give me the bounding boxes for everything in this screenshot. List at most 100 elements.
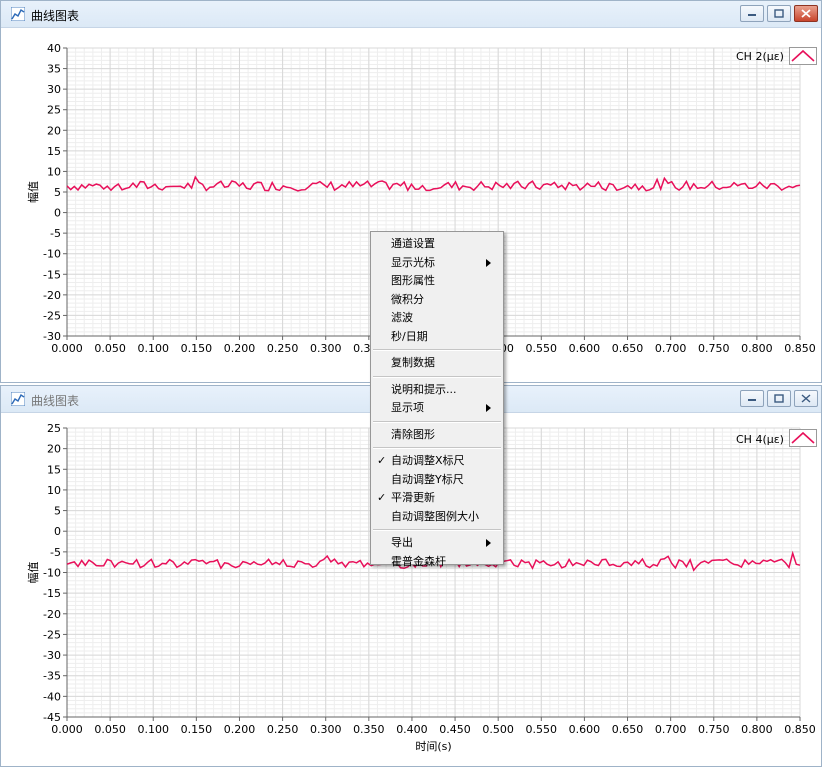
y-tick-label: -30 [43, 330, 61, 343]
menu-item[interactable]: 说明和提示... [371, 381, 503, 399]
y-tick-label: 20 [47, 124, 61, 137]
y-tick-label: -15 [43, 268, 61, 281]
close-icon[interactable] [794, 5, 818, 22]
submenu-arrow-icon [486, 404, 491, 412]
context-menu: 通道设置显示光标图形属性微积分滤波秒/日期复制数据说明和提示... 显示项清除图形… [370, 231, 504, 568]
menu-item-label: 自动调整X标尺 [391, 454, 465, 467]
maximize-icon[interactable] [767, 390, 791, 407]
legend-swatch[interactable] [789, 429, 817, 447]
x-tick-label: 0.700 [655, 342, 687, 355]
x-axis-title: 时间(s) [415, 740, 451, 753]
menu-item[interactable]: 导出 [371, 534, 503, 552]
menu-item[interactable]: 显示项 [371, 399, 503, 417]
menu-item-label: 平滑更新 [391, 491, 435, 504]
window-title: 曲线图表 [31, 394, 80, 408]
check-icon: ✓ [377, 454, 387, 467]
minimize-icon[interactable] [740, 390, 764, 407]
menu-item[interactable]: 自动调整图例大小 [371, 508, 503, 526]
menu-separator [373, 447, 501, 449]
menu-item[interactable]: 自动调整Y标尺 [371, 471, 503, 489]
menu-item[interactable]: 滤波 [371, 309, 503, 327]
x-tick-label: 0.100 [137, 723, 169, 736]
x-tick-label: 0.300 [310, 342, 342, 355]
x-tick-label: 0.550 [526, 342, 558, 355]
x-tick-label: 0.600 [569, 342, 601, 355]
y-tick-label: 25 [47, 422, 61, 435]
y-tick-label: -15 [43, 587, 61, 600]
x-tick-label: 0.750 [698, 723, 730, 736]
menu-separator [373, 349, 501, 351]
y-tick-label: -10 [43, 567, 61, 580]
x-tick-label: 0.400 [396, 723, 428, 736]
minimize-icon[interactable] [740, 5, 764, 22]
x-tick-label: 0.850 [784, 723, 816, 736]
x-tick-label: 0.250 [267, 342, 299, 355]
x-tick-label: 0.200 [224, 723, 256, 736]
y-tick-label: 10 [47, 165, 61, 178]
window-title: 曲线图表 [31, 9, 80, 23]
menu-item[interactable]: 霍普金森杆 [371, 553, 503, 571]
y-axis-title: 幅值 [27, 562, 40, 584]
y-tick-label: 25 [47, 104, 61, 117]
x-tick-label: 0.600 [569, 723, 601, 736]
y-tick-label: 0 [54, 207, 61, 220]
y-tick-label: 5 [54, 186, 61, 199]
y-tick-label: -5 [50, 546, 61, 559]
y-tick-label: -40 [43, 690, 61, 703]
menu-separator [373, 529, 501, 531]
menu-item[interactable]: ✓ 平滑更新 [371, 489, 503, 507]
menu-item-label: 滤波 [391, 311, 413, 324]
x-tick-label: 0.250 [267, 723, 299, 736]
menu-item-label: 显示项 [391, 401, 424, 414]
legend-label: CH 4(με) [736, 433, 784, 446]
title-bar[interactable]: 曲线图表 [1, 1, 821, 28]
y-tick-label: -35 [43, 670, 61, 683]
menu-item[interactable]: 通道设置 [371, 235, 503, 253]
x-tick-label: 0.550 [526, 723, 558, 736]
menu-item[interactable]: 显示光标 [371, 254, 503, 272]
x-tick-label: 0.150 [181, 723, 213, 736]
plot-app-icon [11, 7, 25, 21]
menu-item-label: 微积分 [391, 292, 424, 306]
x-tick-label: 0.800 [741, 342, 773, 355]
menu-item-label: 图形属性 [391, 274, 435, 287]
x-tick-label: 0.850 [784, 342, 816, 355]
x-tick-label: 0.100 [137, 342, 169, 355]
y-tick-label: 35 [47, 63, 61, 76]
menu-separator [373, 375, 501, 378]
plot-app-icon [11, 392, 25, 406]
x-tick-label: 0.050 [94, 342, 126, 355]
series-line [66, 175, 801, 192]
menu-item-label: 显示光标 [391, 255, 435, 269]
x-tick-label: 0.350 [353, 723, 385, 736]
legend-label: CH 2(με) [736, 50, 784, 63]
y-tick-label: -30 [43, 649, 61, 662]
menu-item-label: 霍普金森杆 [391, 554, 446, 568]
x-tick-label: 0.000 [51, 342, 83, 355]
menu-item[interactable]: 秒/日期 [371, 328, 503, 346]
submenu-arrow-icon [486, 539, 491, 547]
y-tick-label: -25 [43, 309, 61, 322]
x-tick-label: 0.500 [482, 723, 514, 736]
x-tick-label: 0.150 [181, 342, 213, 355]
x-tick-label: 0.200 [224, 342, 256, 355]
menu-item[interactable]: 复制数据 [371, 354, 503, 372]
legend-swatch[interactable] [789, 47, 817, 65]
y-tick-label: -20 [43, 608, 61, 621]
y-tick-label: -10 [43, 248, 61, 261]
menu-item-label: 导出 [391, 536, 413, 549]
y-tick-label: -5 [50, 227, 61, 240]
menu-item[interactable]: 清除图形 [371, 426, 503, 444]
x-tick-label: 0.050 [94, 723, 126, 736]
menu-item-label: 复制数据 [391, 356, 435, 369]
y-tick-label: 40 [47, 42, 61, 55]
maximize-icon[interactable] [767, 5, 791, 22]
menu-item[interactable]: 图形属性 [371, 272, 503, 290]
y-tick-label: 20 [47, 443, 61, 456]
menu-item[interactable]: ✓ 自动调整X标尺 [371, 452, 503, 470]
y-tick-label: 30 [47, 83, 61, 96]
close-icon[interactable] [794, 390, 818, 407]
x-tick-label: 0.300 [310, 723, 342, 736]
x-tick-label: 0.700 [655, 723, 687, 736]
menu-item[interactable]: 微积分 [371, 291, 503, 309]
